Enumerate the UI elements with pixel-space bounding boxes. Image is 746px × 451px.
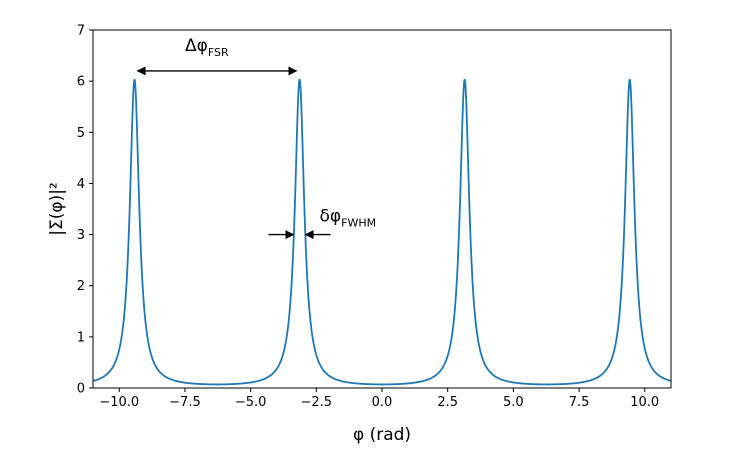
x-tick-label: −7.5: [169, 395, 201, 410]
x-tick-label: −5.0: [235, 395, 267, 410]
fsr-label-main: Δφ: [185, 36, 208, 56]
y-axis-label: |Σ(φ)|²: [47, 182, 67, 236]
x-tick-label: 7.5: [569, 395, 590, 410]
y-tick-label: 2: [77, 279, 85, 294]
y-tick-label: 3: [77, 228, 85, 243]
series-line-0: [92, 78, 672, 386]
y-tick-label: 6: [77, 75, 85, 90]
x-axis-label: φ (rad): [353, 425, 411, 445]
fsr-label: ΔφFSR: [185, 36, 229, 59]
x-tick-label: 0.0: [372, 395, 393, 410]
x-tick-label: 10.0: [630, 395, 659, 410]
x-tick-label: −10.0: [99, 395, 139, 410]
fsr-label-sub: FSR: [208, 46, 229, 59]
y-tick-label: 0: [77, 382, 85, 397]
x-tick-label: −2.5: [301, 395, 333, 410]
y-axis: 0 1 2 3 4 5 6 7: [77, 24, 93, 397]
y-tick-label: 5: [77, 126, 85, 141]
fwhm-label-main: δφ: [320, 207, 342, 227]
fwhm-label-sub: FWHM: [341, 217, 376, 230]
y-tick-label: 4: [77, 177, 85, 192]
x-axis: −10.0 −7.5 −5.0 −2.5 0.0 2.5 5.0 7.5 10.0: [99, 388, 659, 410]
x-tick-label: 2.5: [437, 395, 458, 410]
y-tick-label: 1: [77, 330, 85, 345]
x-tick-label: 5.0: [503, 395, 524, 410]
fwhm-label: δφFWHM: [320, 207, 377, 230]
y-tick-label: 7: [77, 24, 85, 39]
plot-frame: [92, 29, 672, 389]
